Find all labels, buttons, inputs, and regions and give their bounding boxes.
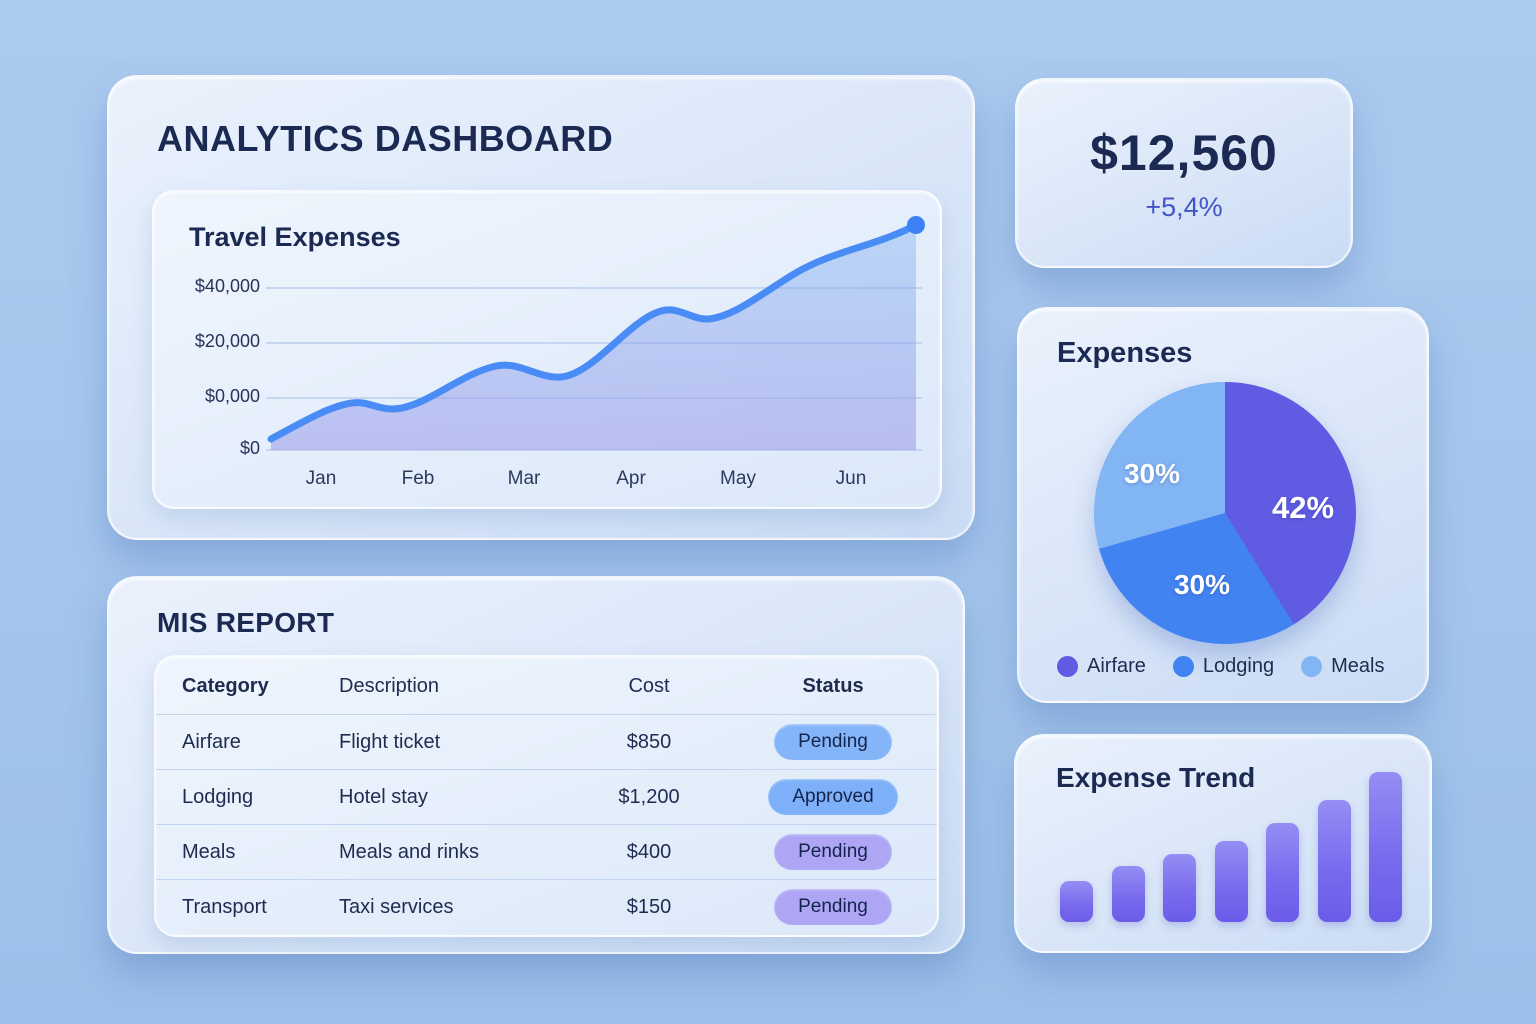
analytics-card: ANALYTICS DASHBOARD	[107, 75, 975, 540]
x-axis-tick: Jun	[835, 468, 867, 489]
cell-description: Hotel stay	[339, 785, 428, 808]
cell-description: Flight ticket	[339, 730, 441, 753]
line-chart-svg	[266, 216, 925, 451]
mis-report-title: MIS REPORT	[157, 607, 335, 638]
pie-label-airfare: 42%	[1271, 490, 1335, 525]
trend-bar	[1369, 772, 1402, 922]
header-status: Status	[802, 675, 864, 697]
x-axis-tick: Apr	[616, 468, 646, 489]
pie-legend: Airfare Lodging Meals	[1057, 655, 1384, 678]
expenses-trend-line	[267, 221, 920, 443]
table-row: Airfare Flight ticket $850 Pending	[156, 714, 937, 769]
header-cost: Cost	[628, 675, 670, 697]
expense-trend-title: Expense Trend	[1056, 762, 1256, 793]
expense-table: Category Description Cost Status Airfare…	[154, 655, 939, 937]
cell-cost: $850	[626, 730, 672, 753]
x-axis-tick: May	[720, 468, 756, 489]
legend-label: Airfare	[1087, 655, 1146, 677]
cell-description: Taxi services	[339, 895, 454, 918]
legend-item-lodging: Lodging	[1172, 655, 1275, 678]
header-description: Description	[339, 675, 440, 697]
expense-trend-card: Expense Trend	[1014, 734, 1432, 953]
legend-dot-meals	[1301, 656, 1323, 677]
expenses-title: Expenses	[1057, 337, 1193, 369]
y-axis-tick: $0	[239, 438, 260, 458]
status-badge: Pending	[774, 724, 892, 760]
legend-item-meals: Meals	[1301, 655, 1384, 678]
trend-bar	[1317, 800, 1351, 922]
pie-label-lodging: 30%	[1173, 569, 1231, 600]
cell-cost: $150	[626, 895, 672, 918]
trend-bar-chart	[1060, 772, 1402, 922]
line-area-fill	[271, 225, 916, 450]
status-badge: Approved	[768, 779, 898, 815]
x-axis-tick: Jan	[305, 468, 337, 489]
y-axis-tick: $0,000	[204, 386, 260, 406]
status-badge: Pending	[774, 889, 892, 925]
trend-bar	[1163, 854, 1196, 922]
cell-cost: $400	[626, 840, 672, 863]
cell-category: Lodging	[182, 785, 254, 808]
x-axis-tick: Mar	[507, 468, 541, 489]
legend-dot-lodging	[1172, 656, 1194, 677]
expenses-card: Expenses 42% 30% 30% Airfare Lodging Mea…	[1017, 307, 1429, 703]
table-row: Lodging Hotel stay $1,200 Approved	[156, 769, 937, 824]
table-row: Transport Taxi services $150 Pending	[156, 879, 937, 934]
cell-category: Airfare	[182, 730, 241, 753]
trend-bar	[1266, 823, 1299, 922]
cell-category: Meals	[182, 840, 236, 863]
status-badge: Pending	[774, 834, 892, 870]
legend-dot-airfare	[1057, 656, 1078, 677]
trend-bar	[1060, 881, 1093, 922]
x-axis-tick: Feb	[401, 468, 435, 489]
y-axis-tick: $20,000	[194, 331, 260, 351]
cell-description: Meals and rinks	[339, 840, 480, 863]
chart-title: Travel Expenses	[189, 222, 401, 252]
cell-category: Transport	[182, 895, 267, 918]
mis-report-card: MIS REPORT Category Description Cost Sta…	[107, 576, 965, 954]
legend-label: Meals	[1331, 655, 1385, 677]
legend-label: Lodging	[1202, 655, 1275, 677]
legend-item-airfare: Airfare	[1057, 655, 1146, 678]
line-end-point	[907, 216, 925, 234]
travel-expenses-chart: Travel Expenses $40,000 $20,000 $0,000 $…	[152, 190, 942, 509]
y-axis-tick: $40,000	[194, 276, 260, 296]
trend-bar	[1214, 841, 1248, 922]
page-title: ANALYTICS DASHBOARD	[157, 118, 614, 159]
cell-cost: $1,200	[618, 785, 680, 808]
expenses-pie	[1094, 382, 1356, 644]
pie-label-meals: 30%	[1123, 458, 1181, 489]
table-header-row: Category Description Cost Status	[156, 659, 937, 714]
summary-card: $12,560 +5,4%	[1015, 78, 1353, 268]
total-value: $12,560	[1090, 124, 1278, 181]
header-category: Category	[182, 675, 269, 697]
table-row: Meals Meals and rinks $400 Pending	[156, 824, 937, 879]
trend-bar	[1111, 866, 1145, 922]
change-percent: +5,4%	[1145, 191, 1223, 222]
